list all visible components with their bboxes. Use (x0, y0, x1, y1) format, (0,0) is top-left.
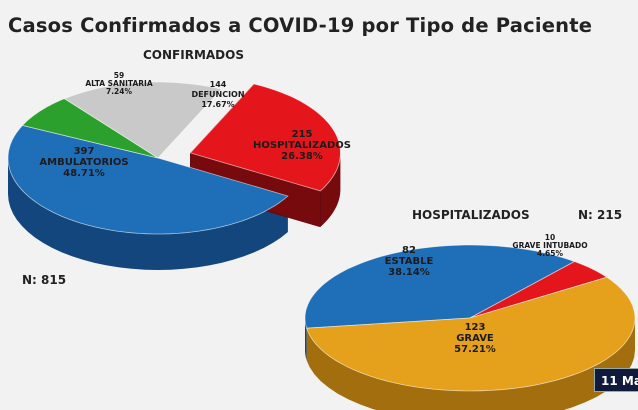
slice-label-grave: 123 GRAVE 57.21% (454, 322, 496, 355)
slice-side-estable (305, 318, 307, 361)
slice-ambulatorios (7, 124, 289, 235)
date-badge: 11 May (594, 368, 638, 392)
slice-label-estable: 82 ESTABLE 38.14% (384, 245, 434, 278)
slice-side-hospitalizados (320, 152, 341, 227)
slice-side-grave (306, 318, 635, 410)
slice-label-ambulatorios: 397 AMBULATORIOS 48.71% (39, 146, 129, 179)
slice-label-grave-intubado: 10 GRAVE INTUBADO 4.65% (512, 233, 588, 258)
slice-label-alta-sanitaria: 59 ALTA SANITARIA 7.24% (85, 71, 153, 96)
slice-hospitalizados (189, 83, 341, 192)
slice-grave-intubado (469, 261, 608, 319)
slice-label-defuncion: 144 DEFUNCION 17.67% (191, 80, 245, 109)
confirmados-n-label: N: 815 (22, 273, 67, 287)
hospitalizados-subtitle: HOSPITALIZADOS (412, 208, 530, 222)
chart-title: Casos Confirmados a COVID-19 por Tipo de… (8, 14, 593, 37)
slice-defuncion (63, 81, 223, 159)
slice-estable (304, 244, 576, 329)
slice-label-hospitalizados: 215 HOSPITALIZADOS 26.38% (253, 129, 351, 162)
slice-side-ambulatorios (8, 158, 288, 270)
slice-alta-sanitaria (21, 98, 159, 159)
hospitalizados-n-label: N: 215 (578, 208, 623, 222)
confirmados-subtitle: CONFIRMADOS (143, 48, 244, 62)
slice-grave (306, 276, 636, 392)
